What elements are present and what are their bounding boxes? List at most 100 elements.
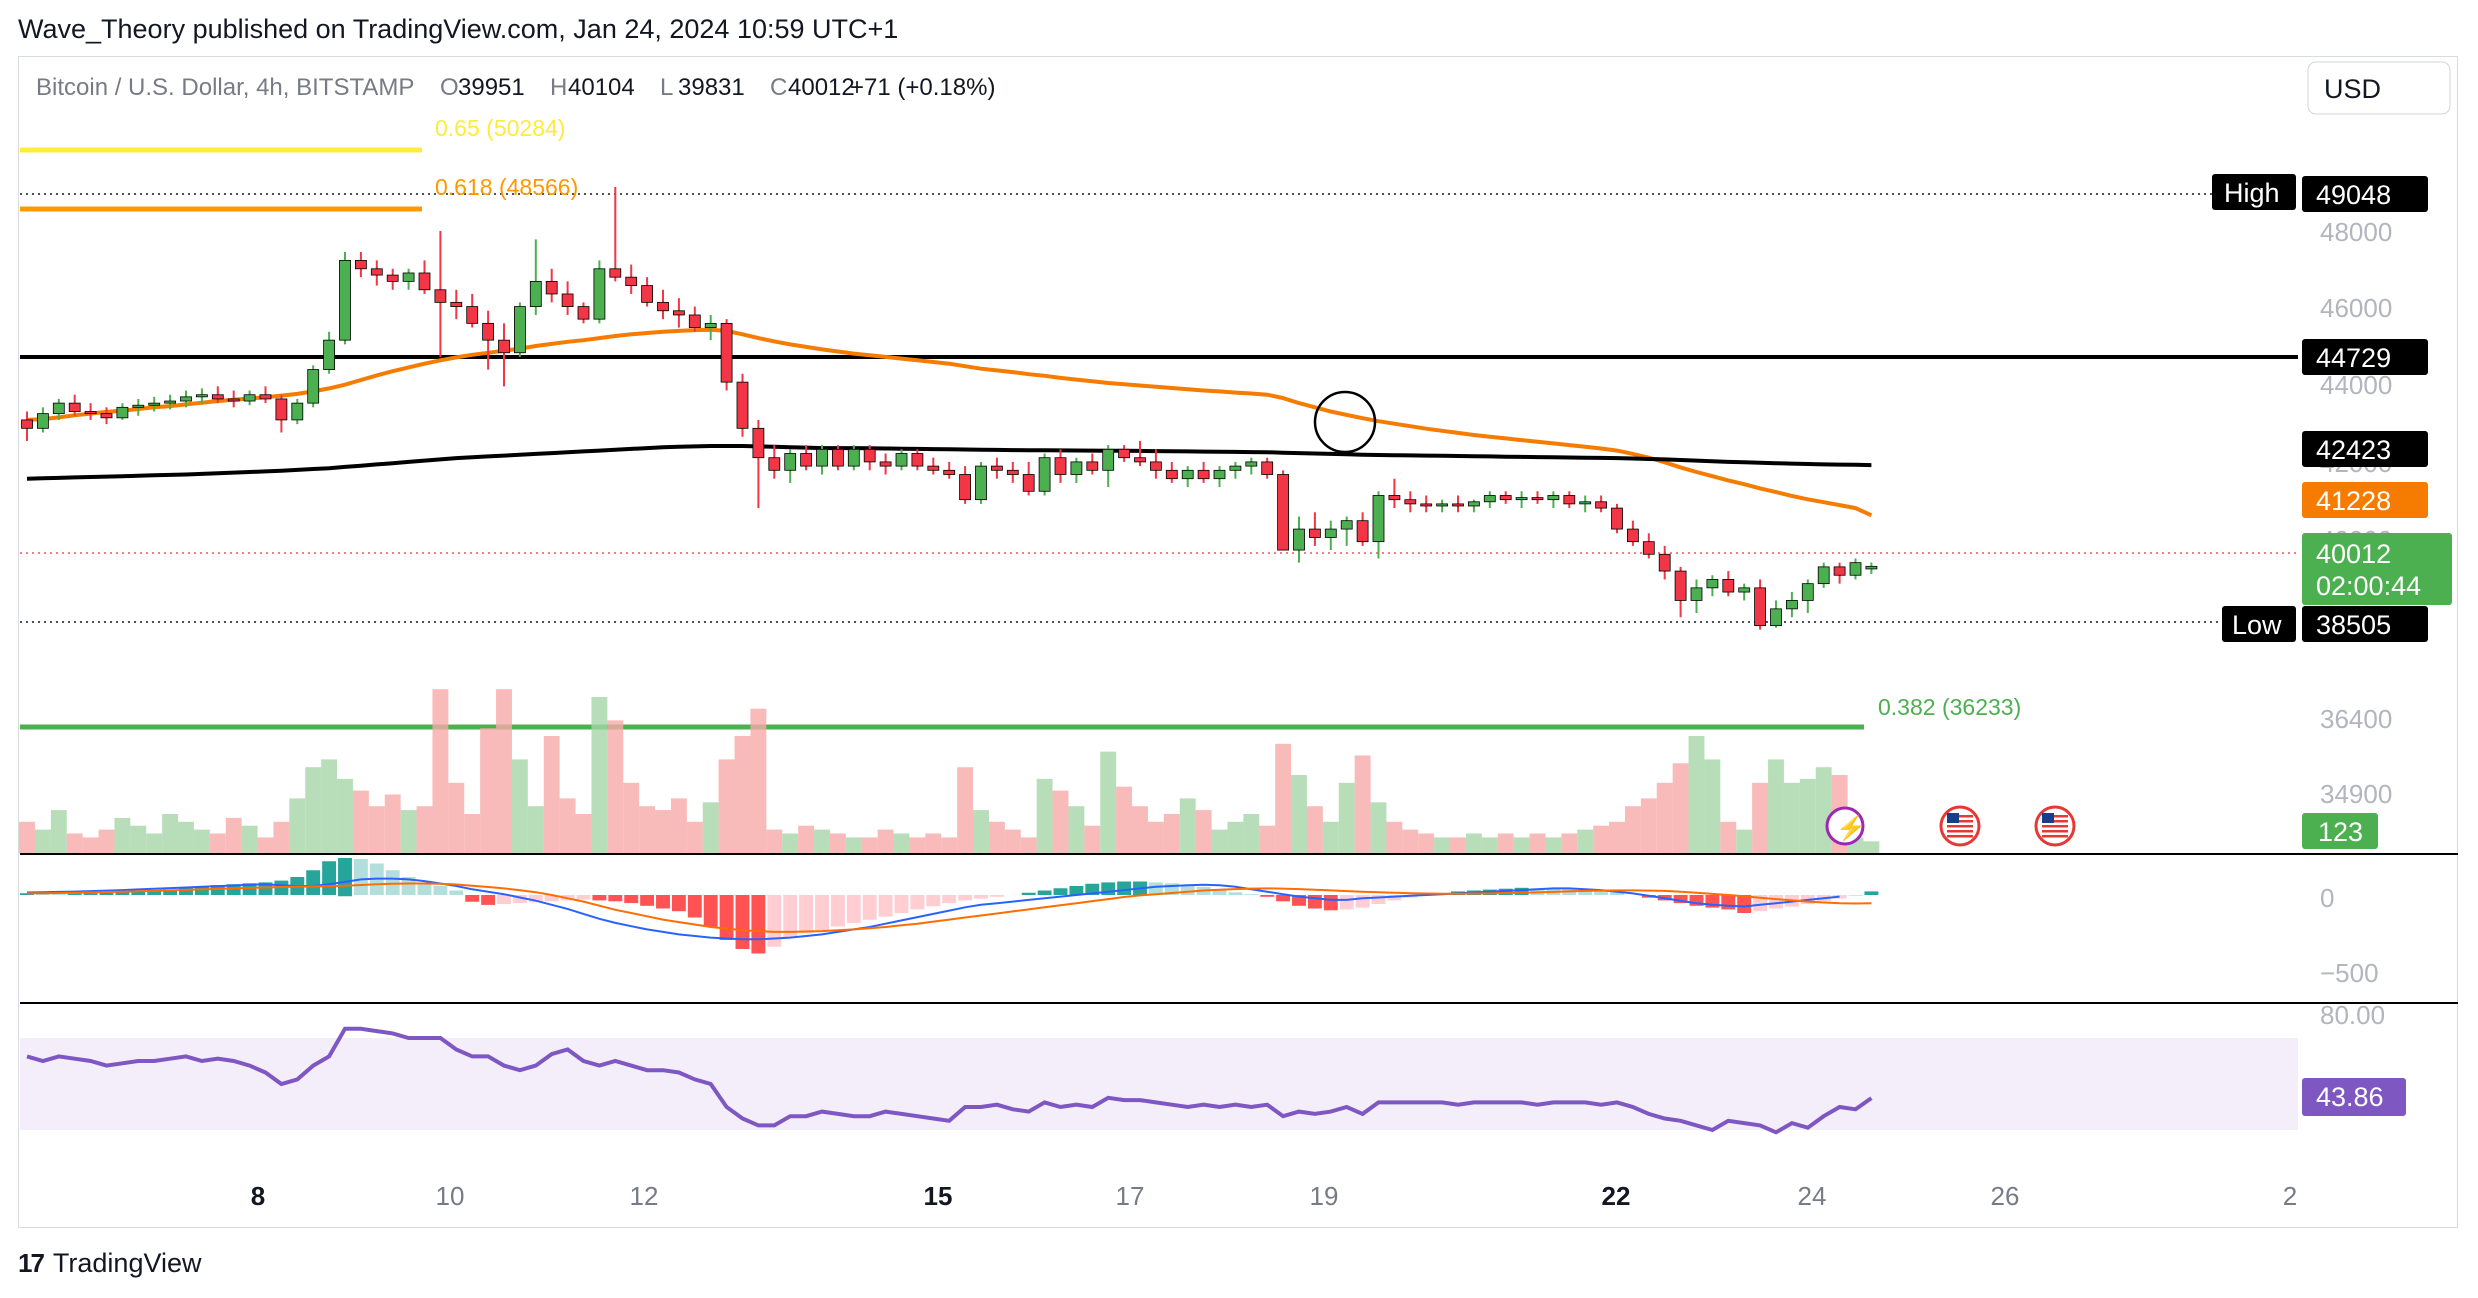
candle[interactable] [625,264,638,294]
candle[interactable] [1817,562,1830,588]
candle[interactable] [911,449,924,471]
candle[interactable] [1022,461,1035,496]
candle[interactable] [832,445,844,471]
candle[interactable] [1674,566,1687,618]
candle[interactable] [1499,491,1512,504]
candle[interactable] [243,390,256,406]
candle[interactable] [895,449,908,471]
candle[interactable] [418,260,431,294]
candle[interactable] [1213,466,1226,488]
candle[interactable] [1849,558,1862,580]
candle[interactable] [1420,495,1433,513]
candle[interactable] [1229,461,1242,479]
candle[interactable] [975,461,987,504]
candle[interactable] [1738,583,1751,601]
candle[interactable] [1118,445,1130,462]
candle[interactable] [1483,491,1496,509]
macd-line[interactable] [26,877,1840,941]
candle[interactable] [1324,520,1337,551]
candle[interactable] [1531,491,1544,504]
candle[interactable] [768,445,781,479]
candle[interactable] [1293,516,1305,563]
candle[interactable] [21,411,33,441]
candle[interactable] [386,268,399,290]
candle[interactable] [673,298,685,328]
candle[interactable] [1770,600,1782,628]
candle[interactable] [1801,579,1814,614]
candle[interactable] [116,403,129,420]
candle[interactable] [466,293,479,328]
candle[interactable] [291,398,304,425]
candle[interactable] [1579,495,1592,513]
candle[interactable] [1309,512,1321,546]
candle[interactable] [195,388,208,404]
candle[interactable] [800,445,812,471]
macd-signal-line[interactable] [26,882,1872,933]
candle[interactable] [1038,453,1051,496]
candle[interactable] [1054,449,1067,483]
candle[interactable] [1070,457,1083,483]
candle[interactable] [1722,571,1735,597]
dividends-flash-icon[interactable]: ⚡ [1825,806,1866,846]
candle[interactable] [1165,461,1178,483]
candle[interactable] [148,396,161,412]
candle[interactable] [1006,461,1019,483]
candle[interactable] [816,445,828,475]
candle[interactable] [927,457,940,475]
candle[interactable] [1388,478,1401,509]
candle[interactable] [1436,499,1448,513]
candle[interactable] [1547,491,1560,509]
candle[interactable] [847,445,860,471]
us-economic-event-flag-icon[interactable] [2034,805,2076,847]
candle[interactable] [1786,592,1798,618]
candle[interactable] [577,302,590,324]
currency-button[interactable] [2307,61,2451,115]
candle[interactable] [402,268,415,290]
candle[interactable] [1181,466,1194,488]
candle[interactable] [323,331,336,374]
candle[interactable] [879,453,892,475]
candle[interactable] [1754,579,1766,630]
candle[interactable] [132,398,145,416]
candle[interactable] [1277,470,1289,551]
candle[interactable] [736,373,749,437]
candle[interactable] [1611,503,1623,534]
candle[interactable] [514,302,526,357]
candle[interactable] [991,457,1003,479]
candle[interactable] [227,390,240,408]
candle[interactable] [164,394,177,410]
candle[interactable] [211,386,224,404]
candle[interactable] [1690,579,1703,614]
candle[interactable] [259,386,272,404]
candle[interactable] [593,260,606,324]
us-economic-event-flag-icon[interactable] [1939,805,1981,847]
candle[interactable] [450,289,463,320]
candle[interactable] [1627,520,1639,546]
candle[interactable] [943,461,956,479]
candle[interactable] [370,260,383,286]
candle[interactable] [1102,445,1115,488]
candle[interactable] [688,306,701,332]
candle[interactable] [1134,440,1146,467]
candle[interactable] [1642,533,1655,559]
candle[interactable] [482,310,495,370]
candle[interactable] [609,187,622,282]
candle[interactable] [1340,516,1353,546]
candle[interactable] [752,419,765,509]
candle[interactable] [180,390,192,408]
ma-line[interactable] [26,444,1872,481]
candle[interactable] [1404,491,1417,513]
candle[interactable] [863,445,876,471]
candle[interactable] [1197,461,1210,483]
candle[interactable] [1356,512,1369,546]
candle[interactable] [561,281,574,315]
candle[interactable] [1563,491,1576,509]
candle[interactable] [498,323,510,387]
rsi-line[interactable] [26,1026,1873,1135]
candle[interactable] [784,449,797,483]
candle[interactable] [84,403,97,420]
candle[interactable] [959,466,971,504]
candle[interactable] [657,289,669,320]
candle[interactable] [1706,575,1719,597]
